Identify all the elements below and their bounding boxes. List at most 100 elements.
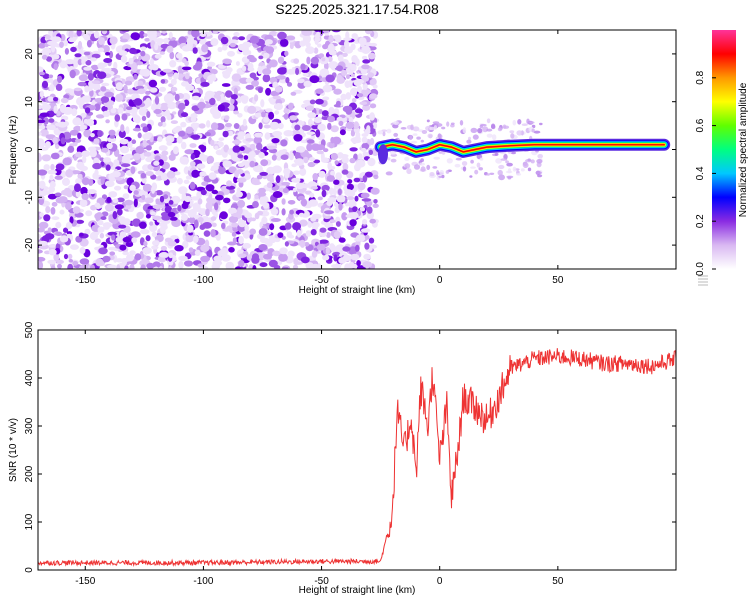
heatmap-noise-blob	[288, 102, 294, 111]
heatmap-noise-blob	[98, 37, 104, 45]
snr-x-tick-label: -50	[314, 576, 329, 587]
heatmap-noise-blob	[249, 228, 256, 235]
heatmap-noise-blob	[152, 215, 162, 221]
heatmap-noise-blob	[85, 210, 93, 217]
heatmap-noise-blob	[462, 127, 467, 134]
heatmap-noise-blob	[335, 221, 341, 227]
heatmap-noise-blob	[275, 175, 281, 184]
heatmap-noise-blob	[191, 105, 200, 112]
heatmap-noise-blob	[108, 191, 118, 198]
colorbar-ticks: 0.0 0.2 0.4 0.6 0.8	[695, 70, 716, 286]
heatmap-noise-blob	[213, 106, 219, 111]
heatmap-noise-blob	[328, 43, 335, 51]
heatmap-noise-blob	[364, 30, 373, 35]
heatmap-noise-blob	[276, 75, 287, 80]
heatmap-noise-blob	[333, 231, 341, 239]
heatmap-noise-blob	[298, 212, 305, 218]
heatmap-noise-blob	[503, 153, 508, 160]
heatmap-noise-blob	[154, 96, 160, 105]
heatmap-noise-blob	[262, 238, 268, 244]
heatmap-noise-blob	[317, 196, 323, 201]
heatmap-noise-blob	[344, 189, 353, 196]
heatmap-noise-blob	[165, 135, 175, 144]
heatmap-noise-blob	[332, 187, 337, 196]
heatmap-noise-blob	[90, 64, 99, 71]
heatmap-noise-blob	[271, 154, 277, 161]
heatmap-noise-blob	[84, 107, 91, 114]
heatmap-noise-blob	[271, 138, 280, 144]
heatmap-noise-blob	[78, 74, 89, 82]
heatmap-noise-blob	[86, 118, 95, 127]
heatmap-noise-blob	[249, 35, 260, 44]
heatmap-noise-blob	[412, 133, 418, 136]
heatmap-noise-blob	[322, 30, 330, 34]
heatmap-noise-blob	[497, 127, 503, 132]
heatmap-noise-blob	[339, 129, 346, 136]
heatmap-noise-blob	[183, 99, 190, 107]
heatmap-noise-blob	[80, 125, 87, 130]
heatmap-noise-blob	[411, 140, 418, 144]
heatmap-noise-blob	[215, 149, 224, 156]
heatmap-noise-blob	[158, 222, 168, 227]
heatmap-noise-blob	[260, 99, 265, 108]
heatmap-noise-blob	[262, 74, 271, 83]
heatmap-noise-blob	[361, 64, 370, 70]
heatmap-noise-blob	[294, 124, 301, 131]
heatmap-noise-blob	[102, 110, 111, 118]
heatmap-noise-blob	[38, 256, 46, 262]
heatmap-noise-blob	[262, 202, 270, 209]
heatmap-noise-blob	[197, 217, 204, 223]
heatmap-noise-blob	[113, 159, 120, 166]
heatmap-noise-blob	[237, 162, 245, 167]
heatmap-noise-blob	[149, 87, 158, 93]
heatmap-noise-blob	[204, 132, 211, 137]
heatmap-noise-blob	[272, 95, 281, 100]
heatmap-x-tick-label: 0	[437, 275, 443, 286]
heatmap-noise-blob	[136, 211, 144, 220]
heatmap-noise-blob	[135, 146, 145, 155]
heatmap-noise-blob	[133, 73, 138, 80]
heatmap-noise-blob	[116, 208, 123, 216]
heatmap-noise-blob	[166, 45, 174, 53]
heatmap-noise-blob	[182, 240, 189, 249]
heatmap-noise-blob	[237, 113, 243, 118]
heatmap-noise-blob	[50, 207, 56, 215]
heatmap-noise-blob	[247, 105, 257, 114]
heatmap-noise-blob	[48, 118, 55, 123]
heatmap-noise-blob	[336, 194, 346, 203]
heatmap-noise-blob	[192, 47, 198, 54]
heatmap-noise-blob	[91, 80, 101, 84]
heatmap-noise-blob	[168, 252, 174, 259]
heatmap-noise-blob	[249, 160, 256, 168]
heatmap-noise-blob	[486, 173, 491, 176]
heatmap-noise-blob	[75, 219, 85, 224]
heatmap-noise-blob	[133, 190, 139, 195]
heatmap-noise-blob	[192, 64, 202, 71]
heatmap-ridge-band	[380, 144, 665, 153]
heatmap-noise-blob	[66, 189, 73, 198]
heatmap-noise-blob	[269, 121, 280, 130]
heatmap-noise-blob	[116, 264, 121, 269]
heatmap-noise-blob	[130, 166, 136, 175]
heatmap-noise-blob	[149, 221, 154, 226]
heatmap-noise-blob	[330, 136, 335, 144]
heatmap-noise-blob	[38, 233, 41, 239]
heatmap-noise-blob	[160, 245, 167, 251]
heatmap-noise-blob	[468, 136, 471, 141]
heatmap-noise-blob	[360, 192, 370, 199]
heatmap-noise-blob	[121, 30, 130, 33]
heatmap-noise-blob	[321, 189, 327, 198]
heatmap-noise-blob	[305, 105, 314, 111]
heatmap-noise-blob	[108, 129, 116, 136]
heatmap-noise-blob	[211, 189, 219, 195]
heatmap-noise-blob	[109, 36, 118, 45]
heatmap-noise-blob	[52, 54, 60, 60]
heatmap-noise-blob	[279, 38, 289, 47]
heatmap-noise-blob	[152, 204, 162, 210]
heatmap-noise-blob	[469, 175, 473, 178]
heatmap-noise-blob	[386, 128, 392, 134]
heatmap-noise-blob	[55, 163, 65, 171]
heatmap-noise-blob	[282, 187, 289, 194]
heatmap-noise-blob	[161, 121, 167, 128]
